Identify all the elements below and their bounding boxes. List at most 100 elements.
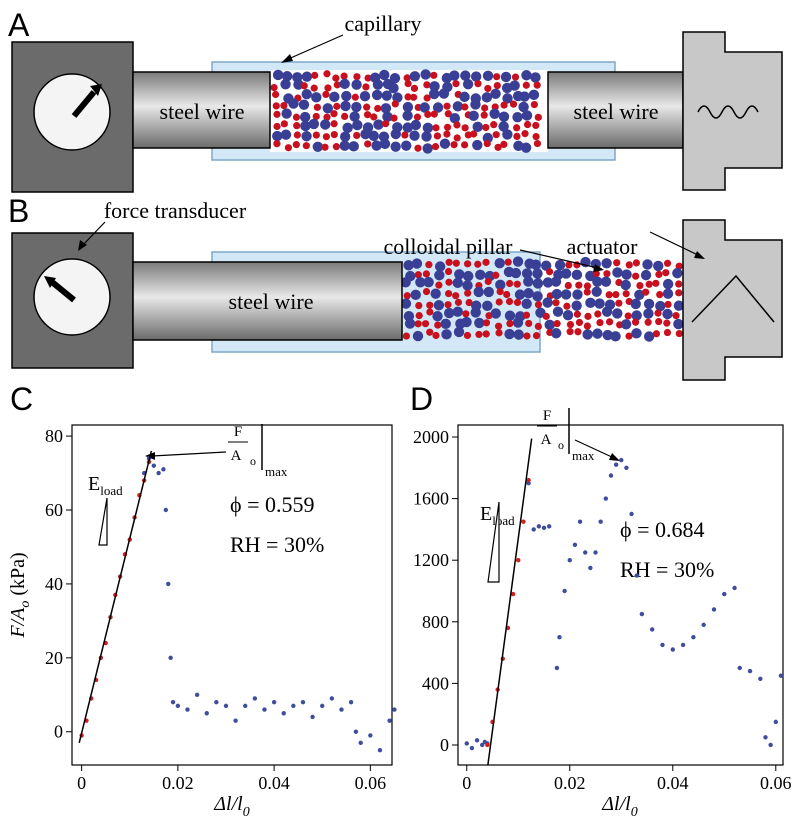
particle [592,270,600,278]
particle [500,71,512,83]
particle [482,330,490,338]
steel-wire [547,71,684,149]
particle [351,79,362,90]
particle [284,144,293,152]
particle [468,110,479,122]
particle [413,113,422,121]
particle [495,298,503,306]
data-point [722,591,727,597]
particle [450,141,458,149]
x-tick-label: 0.02 [554,773,586,793]
particle [321,143,329,151]
particle [521,268,533,279]
particle [302,142,310,150]
data-point [281,711,286,716]
particle [662,288,674,299]
particle [532,278,544,289]
particle [429,81,440,92]
particle [330,130,338,139]
particle [351,93,359,101]
particle [490,308,501,319]
particle [655,317,663,326]
particle [620,279,631,291]
chart-d: D Δl/l0 Eload F A o max ϕ = 0.684 RH = 3… [410,381,792,820]
particle [664,300,672,309]
particle [566,328,574,336]
data-point [660,642,665,648]
particle [403,260,414,271]
arrow [285,34,344,61]
particle [494,257,505,269]
annotation: ϕ = 0.559 [230,492,315,517]
label-part: E [88,473,100,495]
particle [663,328,672,337]
particle [359,91,371,102]
particle [272,69,284,81]
particle [371,89,383,101]
particle [591,286,602,297]
particle [672,267,683,279]
particle [432,124,440,132]
particle [372,79,384,90]
particle [523,288,534,299]
particle [483,286,495,298]
label-part: 0 [243,805,250,820]
particle [288,98,299,109]
data-point [737,665,742,671]
particle [575,318,584,327]
label-part: Δl/l [213,793,243,815]
particle [409,71,421,82]
particle [340,100,351,112]
particle [513,298,522,307]
particle [675,289,683,297]
x-tick-label: 0.06 [760,773,792,793]
particle [498,121,509,132]
particle [562,310,574,321]
particle [422,143,433,154]
particle [444,301,452,309]
particle [339,78,350,90]
data-point [619,457,624,463]
particle [645,280,653,288]
particle [518,101,529,113]
particle [421,131,432,142]
plot-frame [457,424,784,766]
particle [481,92,493,103]
data-point [583,550,588,555]
particle [463,270,474,282]
particle [329,91,340,103]
particle [532,132,540,141]
particle [272,130,283,142]
particle [605,291,613,299]
particle [409,130,420,141]
particle [573,310,581,318]
data-point [577,519,583,524]
particle [425,261,433,269]
data-point [243,703,248,709]
particle [673,318,684,330]
data-point [546,524,552,529]
particle [444,289,453,298]
actuator [682,219,783,381]
panel-label: A [8,7,30,43]
particle [403,74,411,82]
data-point [223,703,229,709]
arrowhead [593,264,604,272]
particle [642,259,653,270]
label: steel wire [574,99,659,124]
particle [521,130,529,138]
particle [310,84,318,92]
arrowhead [281,54,293,63]
particle [550,276,562,287]
particle [374,104,382,113]
particle [622,290,630,298]
needle-head [44,276,56,288]
data-point [480,742,485,748]
particle [299,111,311,123]
particle [300,120,311,132]
particle [513,124,521,132]
particle [504,310,516,321]
particle [602,329,613,341]
data-point [516,557,521,563]
particle [443,123,452,131]
